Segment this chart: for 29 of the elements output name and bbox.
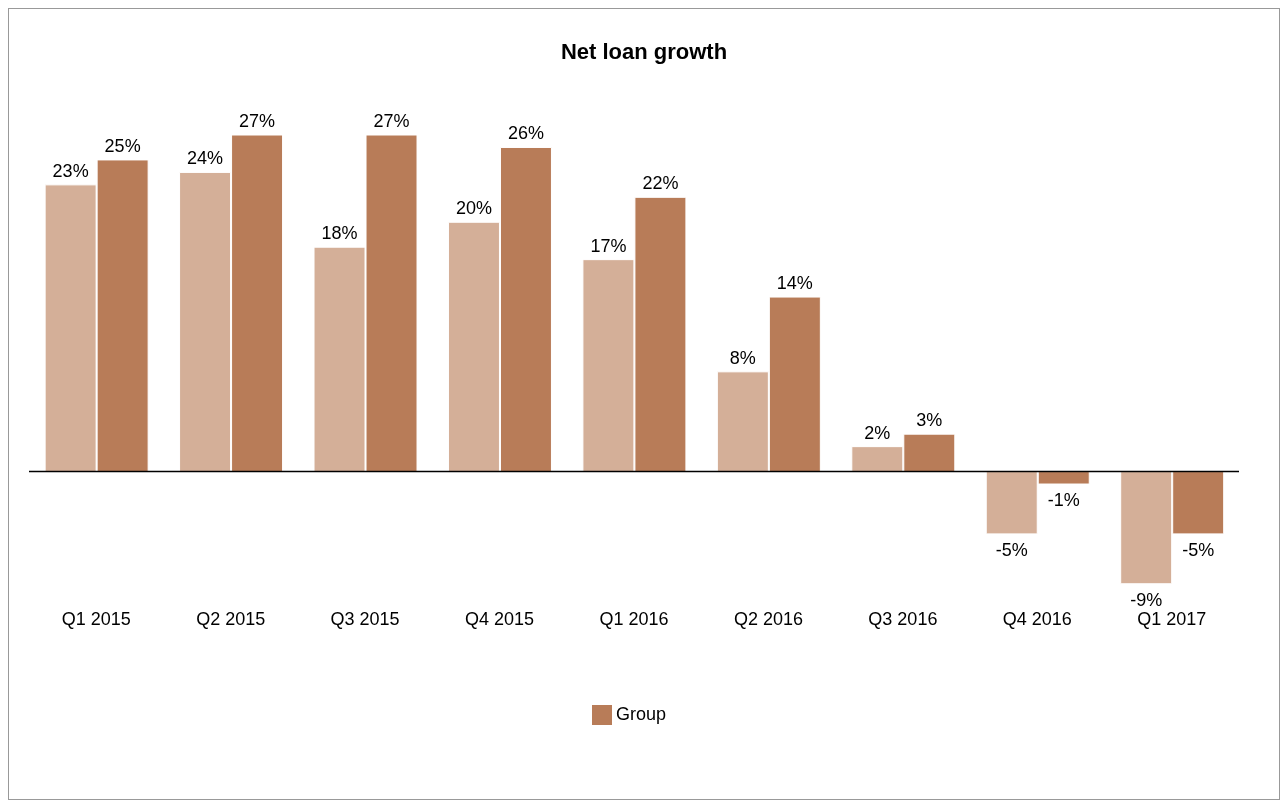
data-label: -1% [1047, 490, 1080, 511]
x-tick-label: Q3 2015 [330, 608, 400, 629]
legend-label: Group [615, 703, 667, 724]
chart-title: Net loan growth [559, 39, 729, 65]
data-label: 24% [187, 148, 224, 169]
x-tick-label: Q1 2017 [1137, 608, 1207, 629]
x-tick-label: Q1 2015 [61, 608, 131, 629]
data-label: 20% [455, 198, 492, 219]
x-tick-label: Q4 2015 [465, 608, 535, 629]
data-label: 18% [321, 223, 358, 244]
x-tick-label: Q2 2015 [196, 608, 266, 629]
x-tick-label: Q1 2016 [599, 608, 669, 629]
data-label: -5% [995, 539, 1028, 560]
data-label: 26% [507, 123, 544, 144]
x-tick-label: Q4 2016 [1002, 608, 1072, 629]
x-tick-label: Q2 2016 [733, 608, 803, 629]
x-tick-label: Q3 2016 [868, 608, 938, 629]
data-label: -5% [1182, 539, 1215, 560]
data-label: 22% [642, 173, 679, 194]
data-label: 25% [104, 135, 141, 156]
data-label: 14% [776, 273, 813, 294]
data-label: -9% [1130, 589, 1163, 610]
data-label: 3% [916, 410, 943, 431]
data-label: 27% [239, 111, 276, 131]
data-label: 23% [52, 160, 89, 181]
data-label: 27% [373, 111, 410, 131]
data-label: 8% [729, 347, 756, 368]
data-label: 2% [864, 422, 891, 443]
data-label: 17% [590, 235, 627, 256]
